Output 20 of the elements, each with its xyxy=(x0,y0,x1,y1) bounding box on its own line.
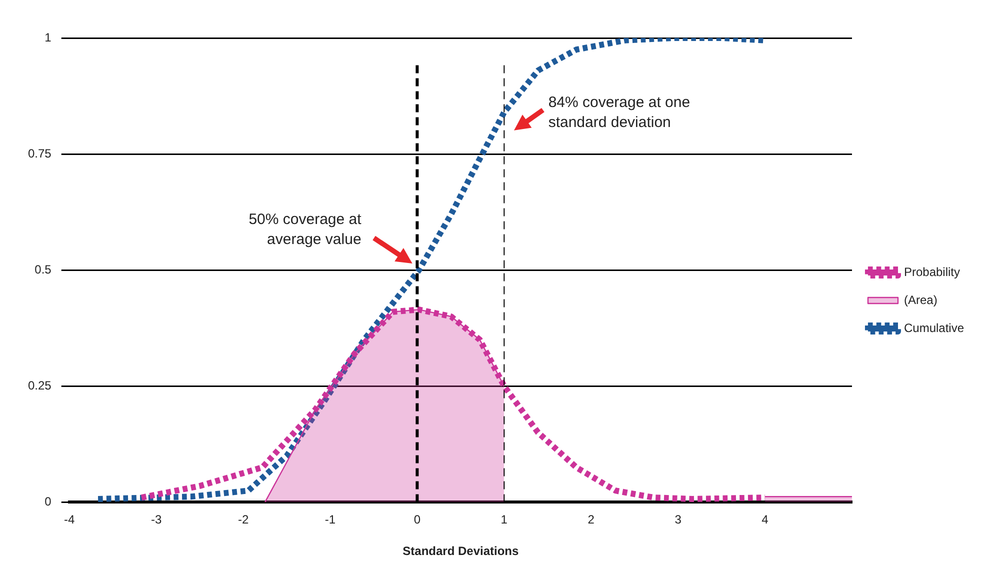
y-tick-label: 0 xyxy=(44,494,52,509)
x-tick-label: -3 xyxy=(150,512,162,527)
x-tick-label: -1 xyxy=(324,512,336,527)
legend-label: (Area) xyxy=(904,292,938,307)
x-tick-label: 3 xyxy=(674,512,682,527)
annotation: 50% coverage at average value xyxy=(248,210,362,250)
x-axis-title: Standard Deviations xyxy=(402,544,520,558)
x-tick-label: -2 xyxy=(238,512,249,527)
y-tick-label: 0.25 xyxy=(28,378,52,392)
annotation: 84% coverage at one standard deviation xyxy=(548,92,690,133)
x-tick-label: 4 xyxy=(762,512,769,527)
legend-label: Probability xyxy=(904,264,960,279)
x-tick-label: 0 xyxy=(414,512,421,527)
x-tick-label: -4 xyxy=(64,512,76,527)
legend-label: Cumulative xyxy=(904,320,964,335)
x-tick-label: 1 xyxy=(500,512,508,527)
y-tick-label: 0.5 xyxy=(34,262,52,276)
x-tick-label: 2 xyxy=(588,512,595,527)
y-tick-label: 0.75 xyxy=(28,146,52,160)
y-tick-label: 1 xyxy=(44,30,52,44)
